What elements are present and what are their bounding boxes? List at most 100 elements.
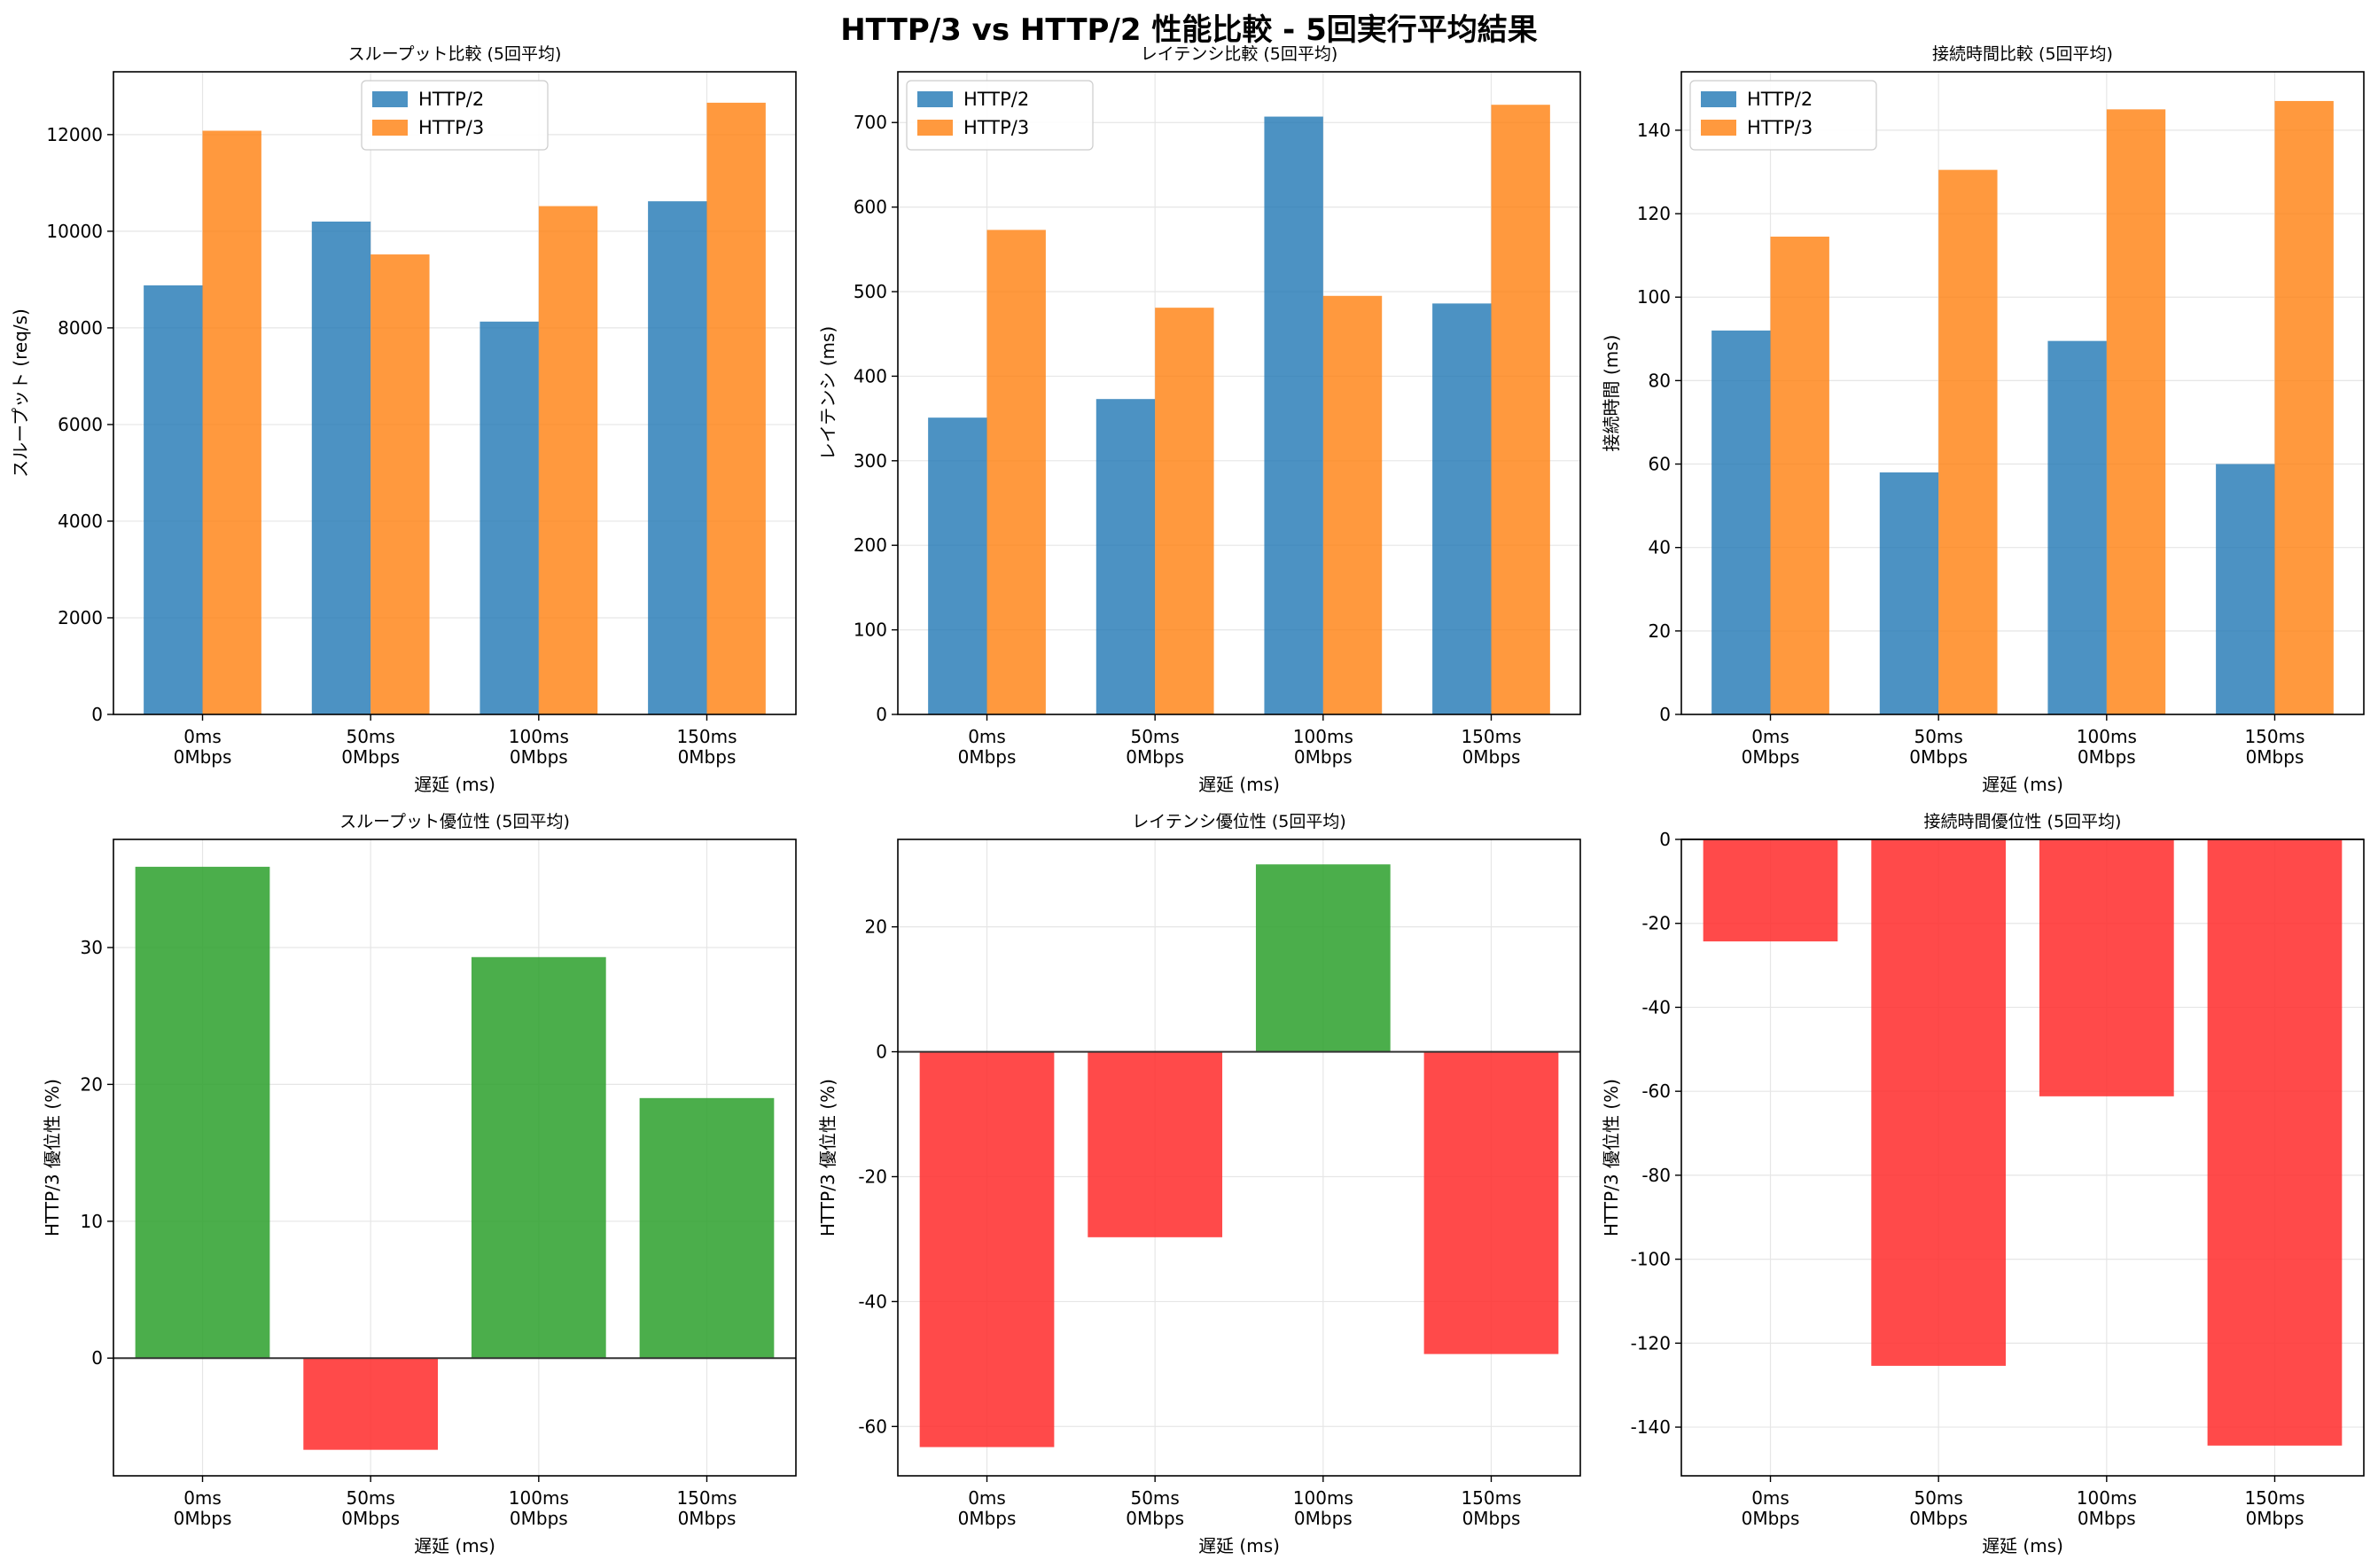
- y-tick-label: 40: [1649, 537, 1671, 558]
- bar-2: [303, 1358, 439, 1450]
- y-tick-label: 600: [854, 197, 887, 218]
- x-axis-label: 遅延 (ms): [1198, 1535, 1280, 1556]
- legend-label: HTTP/2: [1747, 89, 1813, 110]
- legend-swatch-http2: [1701, 91, 1736, 107]
- x-tick-label: 0Mbps: [1294, 746, 1353, 768]
- y-tick-label: 0: [91, 1347, 103, 1369]
- y-tick-label: -80: [1641, 1165, 1671, 1186]
- bar-http3-3: [2106, 109, 2166, 715]
- bar-http2-4: [1432, 303, 1492, 714]
- panel-title: レイテンシ比較 (5回平均): [1141, 44, 1338, 64]
- y-tick-label: 140: [1637, 120, 1671, 141]
- y-tick-label: 0: [1659, 704, 1671, 725]
- bar-http2-1: [928, 417, 987, 714]
- y-tick-label: 20: [865, 917, 887, 938]
- x-tick-label: 100ms: [1293, 726, 1353, 747]
- x-tick-label: 150ms: [2244, 1487, 2304, 1509]
- x-axis-label: 遅延 (ms): [1198, 774, 1280, 795]
- chart-panel-3: 接続時間比較 (5回平均)0204060801001201400ms0Mbps5…: [1601, 44, 2365, 795]
- x-tick-label: 50ms: [1914, 1487, 1962, 1509]
- x-tick-label: 0Mbps: [958, 1508, 1017, 1529]
- x-tick-label: 150ms: [2244, 726, 2304, 747]
- bar-http2-2: [1879, 472, 1939, 714]
- axes-frame: [897, 71, 1581, 715]
- x-tick-label: 0Mbps: [2078, 1508, 2136, 1529]
- x-tick-label: 100ms: [509, 1487, 569, 1509]
- y-axis-label: HTTP/3 優位性 (%): [1601, 1079, 1622, 1236]
- page-title: HTTP/3 vs HTTP/2 性能比較 - 5回実行平均結果: [840, 12, 1538, 48]
- bar-4: [639, 1097, 775, 1359]
- x-tick-label: 100ms: [2077, 726, 2137, 747]
- x-tick-label: 0Mbps: [174, 746, 232, 768]
- bar-1: [135, 866, 270, 1359]
- axes-frame: [113, 71, 797, 715]
- y-tick-label: 0: [876, 1041, 887, 1063]
- y-tick-label: -40: [858, 1291, 887, 1312]
- x-tick-label: 50ms: [346, 1487, 394, 1509]
- y-tick-label: 30: [81, 937, 103, 958]
- y-tick-label: 2000: [58, 607, 103, 628]
- y-tick-label: -120: [1631, 1332, 1671, 1353]
- x-tick-label: 0Mbps: [1462, 746, 1521, 768]
- x-tick-label: 0ms: [968, 726, 1006, 747]
- y-tick-label: 200: [854, 534, 887, 556]
- legend-label: HTTP/2: [418, 89, 484, 110]
- y-tick-label: -140: [1631, 1416, 1671, 1438]
- legend-swatch-http2: [372, 91, 408, 107]
- chart-panel-2: レイテンシ比較 (5回平均)01002003004005006007000ms0…: [817, 44, 1581, 795]
- y-tick-label: 700: [854, 112, 887, 133]
- legend: HTTP/2 HTTP/3: [906, 80, 1094, 151]
- x-tick-label: 0ms: [1751, 1487, 1789, 1509]
- panel-title: 接続時間優位性 (5回平均): [1924, 812, 2122, 831]
- bar-http3-4: [2274, 100, 2334, 715]
- panel-title: 接続時間比較 (5回平均): [1932, 44, 2113, 64]
- x-tick-label: 0ms: [1751, 726, 1789, 747]
- bar-http3-2: [370, 254, 430, 715]
- bar-3: [2039, 839, 2174, 1096]
- x-tick-label: 0Mbps: [1742, 746, 1800, 768]
- bar-http2-3: [479, 321, 539, 714]
- x-tick-label: 0Mbps: [678, 1508, 737, 1529]
- x-tick-label: 100ms: [509, 726, 569, 747]
- axes-frame: [113, 839, 797, 1477]
- x-axis-label: 遅延 (ms): [1982, 1535, 2063, 1556]
- x-axis-label: 遅延 (ms): [414, 774, 495, 795]
- y-tick-label: 0: [876, 704, 887, 725]
- y-tick-label: 4000: [58, 511, 103, 532]
- y-tick-label: -20: [858, 1166, 887, 1187]
- legend: HTTP/2 HTTP/3: [361, 80, 549, 151]
- bar-http2-1: [144, 285, 203, 714]
- legend-label: HTTP/3: [1747, 117, 1813, 138]
- x-tick-label: 50ms: [1130, 726, 1179, 747]
- panel-title: スループット比較 (5回平均): [348, 44, 562, 64]
- bar-http2-4: [2216, 464, 2275, 714]
- x-tick-label: 0Mbps: [1742, 1508, 1800, 1529]
- x-tick-label: 0Mbps: [174, 1508, 232, 1529]
- bar-http2-2: [311, 221, 371, 714]
- bar-http2-4: [648, 201, 707, 715]
- x-tick-label: 100ms: [1293, 1487, 1353, 1509]
- y-tick-label: 12000: [46, 124, 103, 145]
- y-tick-label: 500: [854, 281, 887, 302]
- y-tick-label: -60: [1641, 1080, 1671, 1102]
- legend-label: HTTP/3: [963, 117, 1029, 138]
- y-tick-label: -40: [1641, 996, 1671, 1018]
- x-tick-label: 0Mbps: [1126, 1508, 1184, 1529]
- y-tick-label: 0: [91, 704, 103, 725]
- bar-1: [919, 1051, 1055, 1447]
- y-tick-label: 10: [81, 1211, 103, 1232]
- x-tick-label: 150ms: [1461, 1487, 1521, 1509]
- y-axis-label: レイテンシ (ms): [817, 326, 838, 460]
- x-tick-label: 50ms: [1130, 1487, 1179, 1509]
- x-tick-label: 0Mbps: [1294, 1508, 1353, 1529]
- bar-4: [2207, 839, 2343, 1446]
- x-tick-label: 0Mbps: [510, 746, 568, 768]
- x-tick-label: 0Mbps: [341, 1508, 400, 1529]
- legend-label: HTTP/3: [418, 117, 484, 138]
- x-tick-label: 0Mbps: [1462, 1508, 1521, 1529]
- panel-title: スループット優位性 (5回平均): [339, 812, 570, 831]
- bar-http3-3: [538, 206, 598, 714]
- x-axis-label: 遅延 (ms): [414, 1535, 495, 1556]
- x-tick-label: 50ms: [346, 726, 394, 747]
- bar-3: [1255, 864, 1391, 1052]
